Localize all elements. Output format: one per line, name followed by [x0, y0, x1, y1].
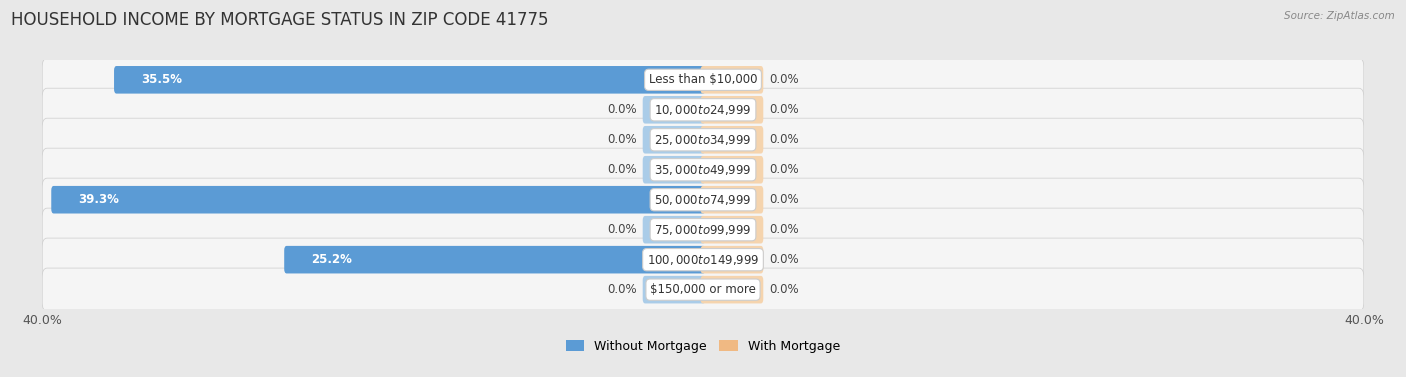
FancyBboxPatch shape	[42, 268, 1364, 311]
FancyBboxPatch shape	[700, 276, 763, 303]
Text: 0.0%: 0.0%	[769, 223, 799, 236]
FancyBboxPatch shape	[284, 246, 706, 273]
Text: $75,000 to $99,999: $75,000 to $99,999	[654, 223, 752, 237]
Text: 25.2%: 25.2%	[312, 253, 353, 266]
FancyBboxPatch shape	[42, 88, 1364, 131]
FancyBboxPatch shape	[700, 126, 763, 153]
FancyBboxPatch shape	[42, 118, 1364, 161]
Legend: Without Mortgage, With Mortgage: Without Mortgage, With Mortgage	[561, 335, 845, 358]
Text: HOUSEHOLD INCOME BY MORTGAGE STATUS IN ZIP CODE 41775: HOUSEHOLD INCOME BY MORTGAGE STATUS IN Z…	[11, 11, 548, 29]
Text: 0.0%: 0.0%	[769, 103, 799, 116]
FancyBboxPatch shape	[643, 96, 706, 124]
FancyBboxPatch shape	[700, 246, 763, 273]
FancyBboxPatch shape	[700, 216, 763, 244]
FancyBboxPatch shape	[643, 216, 706, 244]
Text: 0.0%: 0.0%	[769, 163, 799, 176]
FancyBboxPatch shape	[42, 238, 1364, 281]
Text: 39.3%: 39.3%	[79, 193, 120, 206]
FancyBboxPatch shape	[42, 58, 1364, 101]
Text: $100,000 to $149,999: $100,000 to $149,999	[647, 253, 759, 267]
Text: 0.0%: 0.0%	[607, 223, 637, 236]
Text: Less than $10,000: Less than $10,000	[648, 73, 758, 86]
Text: 0.0%: 0.0%	[769, 73, 799, 86]
FancyBboxPatch shape	[700, 186, 763, 213]
FancyBboxPatch shape	[643, 126, 706, 153]
FancyBboxPatch shape	[51, 186, 706, 213]
Text: 0.0%: 0.0%	[769, 133, 799, 146]
Text: $35,000 to $49,999: $35,000 to $49,999	[654, 163, 752, 177]
Text: 0.0%: 0.0%	[607, 133, 637, 146]
Text: 0.0%: 0.0%	[769, 193, 799, 206]
FancyBboxPatch shape	[42, 178, 1364, 221]
FancyBboxPatch shape	[114, 66, 706, 93]
Text: $50,000 to $74,999: $50,000 to $74,999	[654, 193, 752, 207]
Text: 0.0%: 0.0%	[607, 283, 637, 296]
Text: 0.0%: 0.0%	[769, 283, 799, 296]
Text: 0.0%: 0.0%	[607, 163, 637, 176]
FancyBboxPatch shape	[700, 66, 763, 93]
Text: 0.0%: 0.0%	[769, 253, 799, 266]
Text: 35.5%: 35.5%	[141, 73, 183, 86]
Text: $25,000 to $34,999: $25,000 to $34,999	[654, 133, 752, 147]
Text: $10,000 to $24,999: $10,000 to $24,999	[654, 103, 752, 117]
Text: Source: ZipAtlas.com: Source: ZipAtlas.com	[1284, 11, 1395, 21]
FancyBboxPatch shape	[700, 96, 763, 124]
Text: $150,000 or more: $150,000 or more	[650, 283, 756, 296]
FancyBboxPatch shape	[42, 148, 1364, 191]
FancyBboxPatch shape	[643, 156, 706, 184]
Text: 0.0%: 0.0%	[607, 103, 637, 116]
FancyBboxPatch shape	[700, 156, 763, 184]
FancyBboxPatch shape	[643, 276, 706, 303]
FancyBboxPatch shape	[42, 208, 1364, 251]
